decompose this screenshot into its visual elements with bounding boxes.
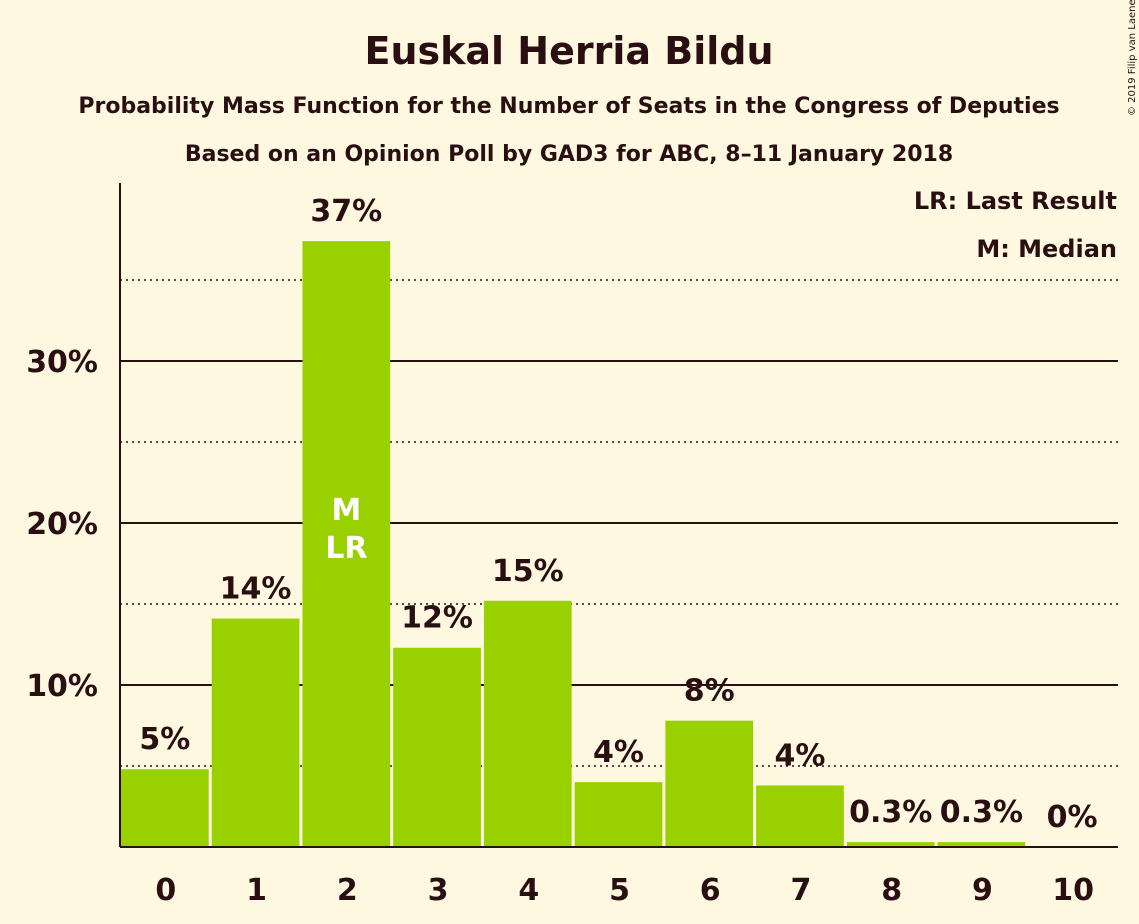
data-label-7: 4% xyxy=(774,738,825,773)
data-labels: 5% 0 14% 1 37% 2 12% 3 15% 4 4% 5 8% 6 4% 7 0.3% 8 0.3% 9 0%… xyxy=(139,194,1097,908)
bar-4 xyxy=(483,600,572,847)
x-tick-label: 1 xyxy=(246,873,267,908)
chart-title: Euskal Herria Bildu xyxy=(364,29,773,73)
y-tick-label: 30% xyxy=(26,345,98,380)
data-label-2: 37% xyxy=(310,194,382,229)
x-tick-label: 8 xyxy=(881,873,902,908)
x-tick-label: 0 xyxy=(155,873,176,908)
data-label-9: 0.3% xyxy=(940,795,1023,830)
bar-9 xyxy=(937,842,1026,847)
data-label-0: 5% xyxy=(139,722,190,757)
x-tick-label: 10 xyxy=(1052,873,1094,908)
bars xyxy=(121,241,1026,847)
x-tick-label: 5 xyxy=(609,873,630,908)
x-tick-label: 6 xyxy=(700,873,721,908)
data-label-5: 4% xyxy=(593,735,644,770)
y-tick-label: 10% xyxy=(26,669,98,704)
x-tick-label: 2 xyxy=(337,873,358,908)
bar-2 xyxy=(302,241,391,847)
y-tick-label: 20% xyxy=(26,507,98,542)
bar-7 xyxy=(756,785,844,847)
data-label-10: 0% xyxy=(1047,800,1098,835)
x-tick-label: 4 xyxy=(518,873,539,908)
chart-subtitle-poll: Based on an Opinion Poll by GAD3 for ABC… xyxy=(185,142,953,167)
axes xyxy=(119,183,1118,848)
gridlines: 10% 20% 30% xyxy=(26,279,1118,767)
data-label-4: 15% xyxy=(492,554,564,589)
bar-1 xyxy=(211,618,300,847)
median-marker: M xyxy=(331,493,361,528)
bar-0 xyxy=(121,769,209,847)
data-label-1: 14% xyxy=(220,572,292,607)
bar-3 xyxy=(393,647,481,847)
chart-subtitle: Probability Mass Function for the Number… xyxy=(78,94,1059,119)
copyright-notice: © 2019 Filip van Laenen xyxy=(1127,0,1138,116)
legend-last-result: LR: Last Result xyxy=(914,187,1117,215)
last-result-marker: LR xyxy=(325,531,367,566)
x-tick-label: 7 xyxy=(791,873,812,908)
bar-8 xyxy=(846,842,935,847)
legend-median: M: Median xyxy=(976,235,1117,263)
bar-6 xyxy=(665,720,754,847)
data-label-3: 12% xyxy=(401,601,473,636)
x-tick-label: 3 xyxy=(428,873,449,908)
data-label-8: 0.3% xyxy=(849,795,932,830)
bar-5 xyxy=(574,782,663,847)
data-label-6: 8% xyxy=(684,674,735,709)
x-tick-label: 9 xyxy=(972,873,993,908)
